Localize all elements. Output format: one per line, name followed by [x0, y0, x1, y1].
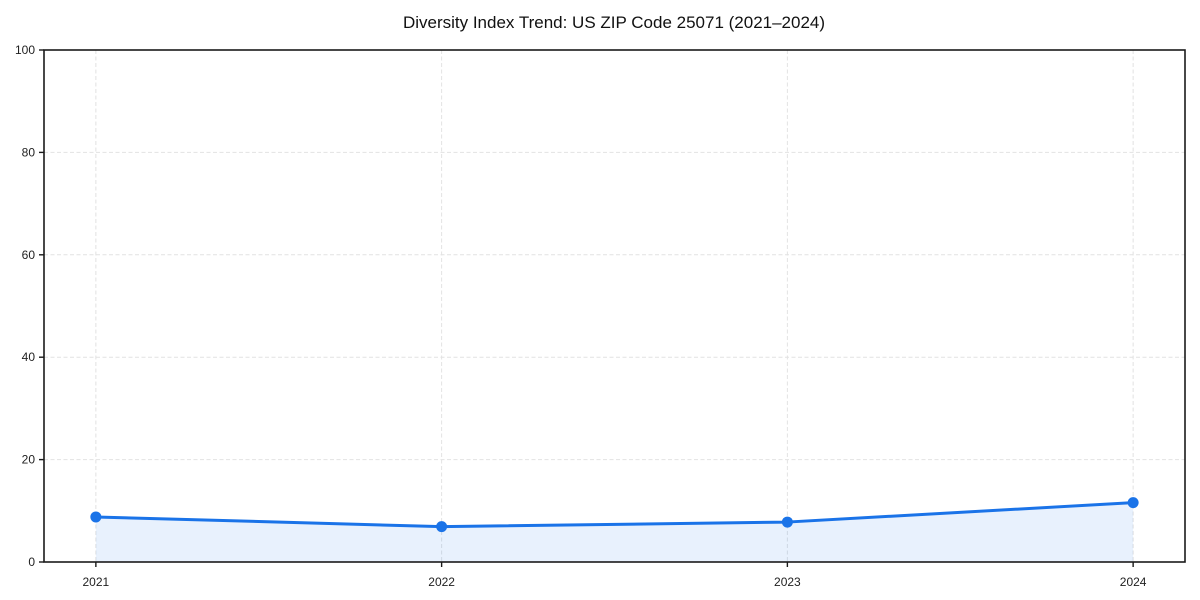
x-tick-label: 2022: [428, 575, 455, 589]
y-tick-label: 100: [15, 43, 35, 57]
y-tick-label: 60: [22, 248, 36, 262]
data-points-group: [90, 497, 1139, 533]
x-tick-label: 2023: [774, 575, 801, 589]
y-tick-label: 0: [28, 555, 35, 569]
axis-ticks-group: [39, 49, 1134, 567]
data-point-2021: [90, 511, 102, 523]
y-tick-label: 80: [22, 145, 36, 159]
gridlines-group: [44, 50, 1185, 562]
x-tick-label: 2021: [83, 575, 110, 589]
y-tick-label: 40: [22, 350, 36, 364]
y-tick-label: 20: [22, 453, 36, 467]
data-line-group: [94, 501, 1135, 529]
trend-line: [94, 501, 1135, 529]
x-tick-label: 2024: [1120, 575, 1147, 589]
data-point-2022: [436, 521, 448, 533]
data-point-2023: [781, 516, 793, 528]
axis-labels-group: 0 20 40 60 80 100 2021 2022 2023 2024: [15, 43, 1147, 589]
chart-title: Diversity Index Trend: US ZIP Code 25071…: [403, 13, 825, 32]
data-point-2024: [1127, 497, 1139, 509]
plot-box-spines: [43, 49, 1186, 563]
